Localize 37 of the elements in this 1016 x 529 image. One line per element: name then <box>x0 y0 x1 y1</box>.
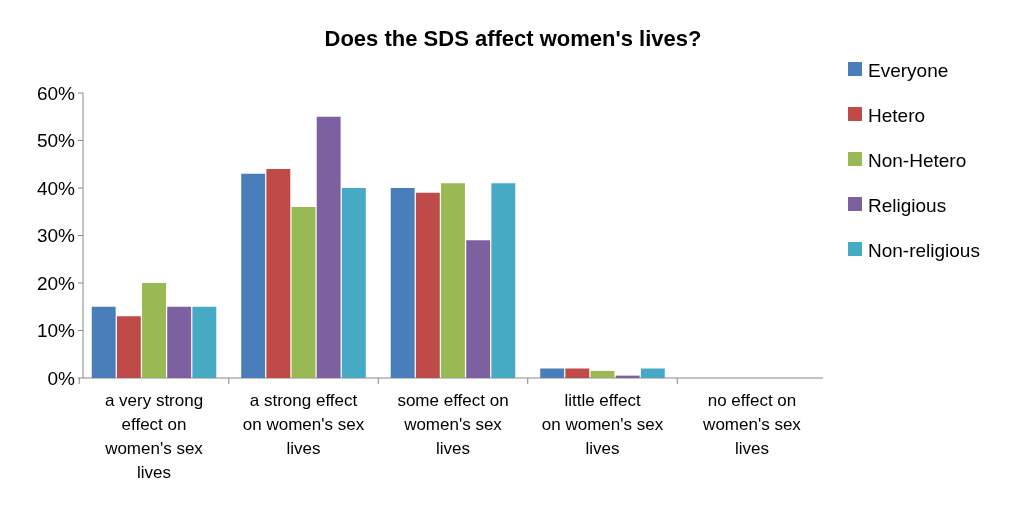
bar <box>241 173 266 378</box>
x-tick-label: some effect on women's sex lives <box>397 391 509 458</box>
legend-label: Hetero <box>868 104 926 126</box>
y-tick-label: 10% <box>36 320 76 342</box>
bar <box>142 283 166 378</box>
legend-label: Non-Hetero <box>868 149 967 171</box>
bar <box>116 316 141 378</box>
bar <box>466 240 491 378</box>
y-tick-label: 0% <box>47 367 76 389</box>
bar <box>192 306 217 378</box>
x-tick-label: a strong effect on women's sex lives <box>242 391 365 458</box>
legend-label: Non-religious <box>868 239 980 261</box>
chart-title: Does the SDS affect women's lives? <box>324 26 702 51</box>
bar <box>590 370 615 378</box>
legend-label: Everyone <box>868 59 949 81</box>
y-tick-label: 30% <box>36 225 76 247</box>
bar <box>91 306 116 378</box>
legend-label: Religious <box>868 194 947 216</box>
x-tick-label: a very strong effect on women's sex lives <box>104 391 204 482</box>
x-tick-label: no effect on women's sex lives <box>702 391 802 458</box>
bar <box>390 188 415 378</box>
x-tick-label: little effect on women's sex lives <box>541 391 664 458</box>
bar <box>266 169 291 378</box>
y-tick-label: 50% <box>36 130 76 152</box>
bar <box>167 306 192 378</box>
bar <box>540 368 565 378</box>
bar <box>441 183 465 378</box>
y-tick-label: 40% <box>36 177 76 199</box>
bar <box>291 207 316 378</box>
bar <box>316 116 341 378</box>
y-tick-label: 20% <box>36 272 76 294</box>
bar <box>341 188 366 378</box>
y-tick-label: 60% <box>36 82 76 104</box>
bar <box>565 368 590 378</box>
bar <box>491 183 516 378</box>
bar <box>640 368 665 378</box>
bar <box>415 192 440 378</box>
